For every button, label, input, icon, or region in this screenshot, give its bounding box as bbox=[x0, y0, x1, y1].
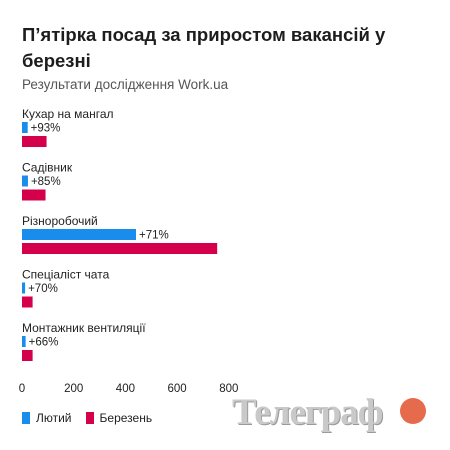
bar-february-0 bbox=[22, 122, 28, 133]
growth-label-3: +70% bbox=[28, 283, 58, 295]
legend-swatch-february bbox=[22, 412, 30, 424]
growth-label-2: +71% bbox=[139, 230, 169, 242]
bar-chart: Кухар на мангал +93% Садівник+85% Різноробо… bbox=[19, 107, 239, 395]
legend-label-march: Березень bbox=[99, 411, 153, 425]
category-label-1: Садівник bbox=[22, 161, 73, 175]
bar-february-1 bbox=[22, 175, 28, 187]
legend-item-march: Березень bbox=[85, 411, 153, 425]
category-label-0: Кухар на мангал bbox=[22, 107, 114, 121]
chart-subtitle: Результати дослідження Work.ua bbox=[22, 77, 229, 92]
x-tick-0: 0 bbox=[19, 383, 25, 395]
legend-label-february: Лютий bbox=[36, 411, 72, 425]
growth-label-4: +66% bbox=[29, 337, 59, 349]
chart-title: П’ятірка посад за приростом вакансій у б… bbox=[22, 24, 386, 71]
telegraf-logo: Телеграф bbox=[232, 392, 383, 433]
bar-march-4 bbox=[22, 350, 33, 361]
telegraf-logo-mark bbox=[400, 398, 426, 424]
category-label-4: Монтажник вентиляції bbox=[22, 321, 146, 335]
category-label-3: Спеціаліст чата bbox=[22, 268, 110, 282]
bar-march-0 bbox=[22, 136, 47, 147]
legend-swatch-march bbox=[85, 412, 94, 424]
growth-label-0: +93% bbox=[31, 123, 61, 135]
bar-march-3 bbox=[22, 296, 33, 308]
x-tick-4: 800 bbox=[219, 383, 238, 395]
growth-label-1: +85% bbox=[31, 176, 61, 188]
x-tick-3: 600 bbox=[168, 383, 187, 395]
legend-item-february: Лютий bbox=[22, 411, 72, 425]
legend: Лютий Березень bbox=[22, 411, 166, 425]
bar-march-1 bbox=[22, 189, 46, 201]
bar-february-4 bbox=[22, 336, 26, 347]
x-tick-1: 200 bbox=[64, 383, 83, 395]
bar-march-2 bbox=[22, 243, 218, 254]
bar-february-3 bbox=[22, 282, 26, 294]
category-label-2: Різноробочий bbox=[22, 214, 98, 228]
x-tick-2: 400 bbox=[116, 383, 135, 395]
bar-february-2 bbox=[22, 229, 136, 240]
